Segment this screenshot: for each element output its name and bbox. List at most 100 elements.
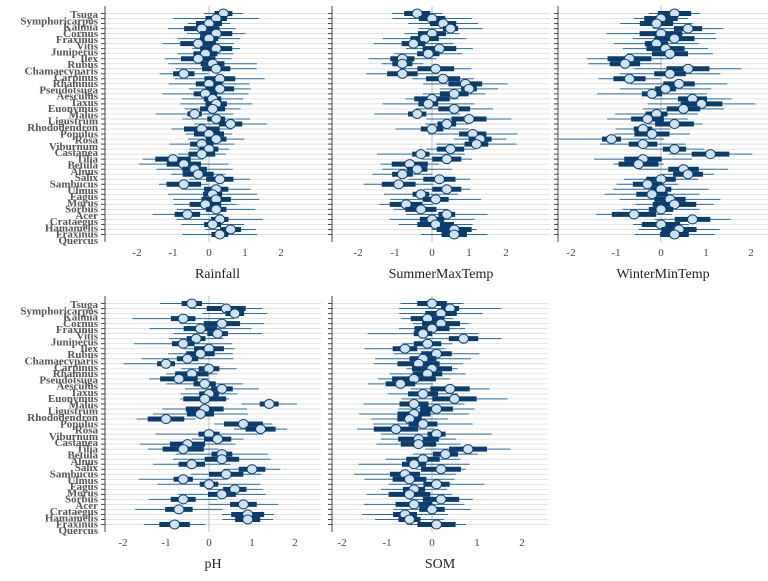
point-estimate: [417, 388, 429, 399]
genus-label: Tsuga: [70, 299, 98, 311]
point-estimate: [441, 209, 453, 220]
point-estimate: [415, 204, 427, 215]
genus-label: Rosa: [75, 425, 99, 437]
point-estimate: [664, 48, 676, 59]
genus-label: Aesculus: [56, 381, 98, 393]
genus-label: Malus: [69, 399, 99, 411]
genus-label: Carpinus: [54, 72, 99, 84]
point-estimate: [408, 459, 420, 470]
x-tick-label: -2: [132, 247, 141, 259]
genus-label: Taxus: [70, 387, 98, 399]
genus-label: Viburnum: [49, 431, 98, 443]
genus-label: Betula: [67, 160, 98, 172]
point-estimate: [225, 119, 237, 129]
point-estimate: [462, 444, 474, 455]
genus-label: Crataegus: [50, 506, 99, 518]
point-estimate: [404, 474, 415, 485]
genus-label: Castanea: [55, 437, 99, 449]
point-estimate: [203, 479, 215, 490]
genus-label: Populus: [60, 418, 99, 430]
genus-label: Quercus: [58, 525, 98, 537]
point-estimate: [633, 159, 644, 170]
point-estimate: [441, 154, 453, 165]
genus-label: Rosa: [75, 135, 99, 147]
x-tick-label: 2: [278, 247, 284, 259]
point-estimate: [606, 134, 617, 145]
point-estimate: [426, 298, 438, 309]
point-estimate: [192, 169, 204, 180]
point-estimate: [673, 78, 685, 89]
point-estimate: [415, 149, 427, 160]
point-estimate: [210, 63, 222, 74]
point-estimate: [411, 164, 423, 175]
point-estimate: [687, 214, 698, 225]
point-estimate: [435, 494, 447, 505]
point-estimate: [177, 338, 189, 349]
point-estimate: [651, 18, 662, 29]
point-estimate: [216, 318, 228, 329]
point-estimate: [669, 199, 680, 210]
point-estimate: [682, 63, 694, 74]
genus-label: Ulmus: [67, 475, 98, 487]
x-tick-label: -2: [353, 247, 362, 259]
point-estimate: [177, 474, 189, 485]
point-estimate: [216, 489, 228, 500]
genus-label: Ilex: [80, 53, 98, 65]
point-estimate: [445, 23, 456, 34]
genus-label: Vitis: [76, 330, 98, 342]
genus-label: Fagus: [70, 481, 99, 493]
point-estimate: [669, 119, 680, 129]
axis-title: WinterMinTemp: [616, 267, 709, 282]
x-tick-label: 2: [748, 247, 754, 259]
point-estimate: [199, 378, 211, 389]
point-estimate: [431, 519, 442, 530]
axis-title: SummerMaxTemp: [389, 267, 494, 282]
genus-label: Ligustrum: [48, 406, 98, 418]
point-estimate: [255, 424, 267, 435]
point-estimate: [426, 124, 438, 135]
point-estimate: [669, 144, 680, 155]
point-estimate: [433, 174, 445, 185]
genus-label: Fraxinus: [56, 229, 99, 241]
genus-label: Quercus: [58, 235, 98, 247]
point-estimate: [430, 63, 442, 74]
point-estimate: [173, 504, 185, 515]
point-estimate: [448, 229, 460, 240]
point-estimate: [192, 53, 204, 64]
point-estimate: [664, 68, 676, 79]
point-estimate: [246, 464, 258, 475]
point-estimate: [393, 179, 405, 190]
x-tick-label: -1: [168, 247, 177, 259]
axis-title: SOM: [425, 557, 456, 572]
genus-label: Rhododendron: [27, 412, 98, 424]
genus-label: Fraxinus: [56, 34, 99, 46]
genus-label: Ilex: [80, 343, 98, 355]
point-estimate: [646, 88, 658, 99]
genus-label: Fraxinus: [56, 324, 99, 336]
point-estimate: [216, 454, 228, 465]
point-estimate: [242, 514, 254, 525]
point-estimate: [214, 229, 226, 240]
point-estimate: [404, 514, 415, 525]
genus-label: Symphoricarpos: [20, 15, 98, 27]
point-estimate: [430, 219, 442, 230]
point-estimate: [426, 504, 438, 515]
point-estimate: [173, 373, 185, 384]
genus-label: Pseudotsuga: [39, 374, 98, 386]
genus-label: Rhododendron: [27, 122, 98, 134]
genus-label: Hamamelis: [45, 222, 99, 234]
point-estimate: [207, 219, 219, 230]
genus-label: Rubus: [67, 349, 98, 361]
panel-som: -2 -1 0 1 2 SOM: [328, 296, 548, 572]
point-estimate: [404, 489, 415, 500]
genus-label: Betula: [67, 450, 98, 462]
genus-label: Sambucus: [50, 469, 99, 481]
point-estimate: [212, 434, 224, 445]
point-estimate: [178, 179, 190, 190]
x-tick-label: 2: [519, 537, 525, 549]
point-estimate: [624, 73, 635, 84]
point-estimate: [444, 383, 456, 394]
x-tick-label: -1: [161, 537, 170, 549]
point-estimate: [210, 113, 222, 124]
point-estimate: [422, 338, 433, 349]
